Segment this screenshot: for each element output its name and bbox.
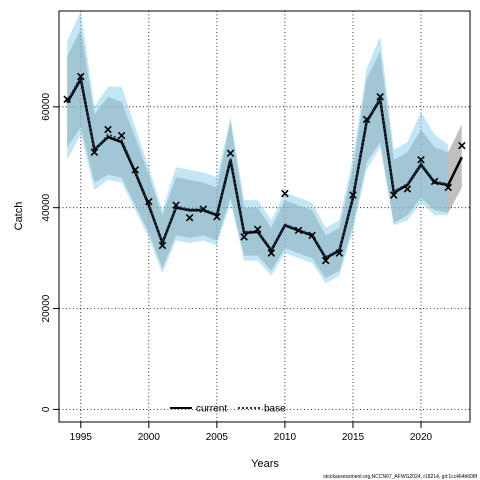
observed-point bbox=[308, 231, 316, 240]
observed-point bbox=[226, 149, 235, 157]
observed-point bbox=[213, 212, 221, 221]
y-tick-label: 40000 bbox=[41, 193, 52, 221]
observed-point bbox=[362, 115, 371, 124]
x-tick-label: 2010 bbox=[274, 432, 297, 443]
observed-point bbox=[267, 249, 276, 257]
base-confidence-band bbox=[67, 11, 449, 284]
observed-point bbox=[253, 225, 262, 234]
legend-base-label: base bbox=[264, 404, 286, 415]
x-tick-label: 2005 bbox=[206, 432, 229, 443]
y-tick-label: 60000 bbox=[41, 92, 52, 120]
observed-point bbox=[131, 166, 139, 174]
observed-point bbox=[117, 131, 126, 140]
plot-frame bbox=[58, 10, 471, 423]
observed-point bbox=[199, 205, 208, 213]
observed-point bbox=[430, 177, 439, 186]
x-tick-label: 2020 bbox=[410, 432, 433, 443]
observed-point bbox=[90, 148, 99, 156]
base-series-line bbox=[66, 73, 449, 259]
legend-current-label: current bbox=[196, 404, 227, 415]
observed-point bbox=[77, 72, 85, 81]
x-tick-label: 2000 bbox=[138, 432, 161, 443]
plot-content bbox=[59, 11, 470, 422]
observed-point bbox=[185, 213, 194, 222]
legend: current base bbox=[170, 404, 286, 415]
y-axis-title: Catch bbox=[13, 202, 25, 231]
axes: 1995 2000 2005 2010 2015 2020 0 20000 40000 60000 bbox=[41, 10, 471, 443]
observed-point bbox=[158, 241, 167, 250]
observed-point bbox=[403, 185, 412, 193]
observed-point bbox=[145, 197, 153, 206]
observed-point bbox=[240, 233, 248, 241]
observed-point bbox=[417, 156, 425, 164]
observed-point bbox=[294, 226, 303, 235]
observed-point bbox=[104, 125, 112, 134]
x-tick-label: 2015 bbox=[342, 432, 365, 443]
x-tick-label: 1995 bbox=[70, 432, 93, 443]
footnote: stockassessment.org,NCCN67_AFWG2024, r18… bbox=[323, 474, 477, 480]
observed-point bbox=[63, 95, 71, 104]
observed-point bbox=[349, 191, 357, 199]
observed-point bbox=[335, 249, 344, 257]
observed-point bbox=[376, 92, 384, 101]
observed-point bbox=[281, 189, 289, 198]
observed-point bbox=[390, 191, 398, 199]
observed-point bbox=[321, 256, 330, 265]
observed-point bbox=[172, 201, 180, 209]
y-tick-label: 20000 bbox=[41, 294, 52, 322]
x-axis-title: Years bbox=[251, 458, 279, 470]
observed-point bbox=[444, 183, 452, 192]
observed-point bbox=[458, 141, 466, 150]
plot-area bbox=[59, 11, 470, 422]
y-tick-label: 0 bbox=[41, 406, 52, 412]
